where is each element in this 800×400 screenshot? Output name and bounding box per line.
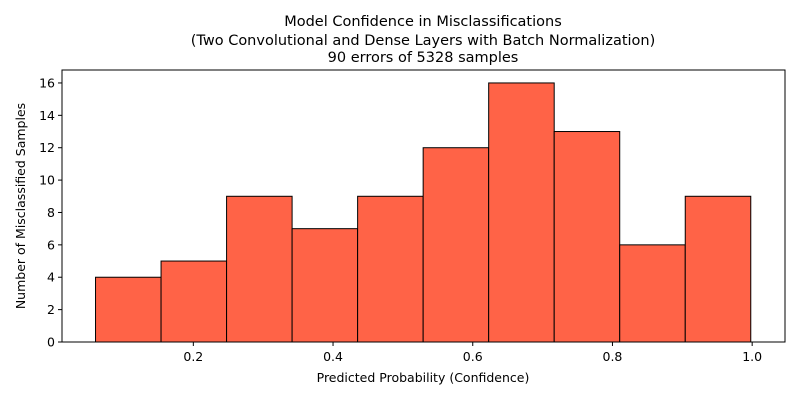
plot-area-frame <box>61 69 786 343</box>
histogram-bar-7 <box>488 82 555 343</box>
x-tick-label: 1.0 <box>742 349 762 364</box>
y-tick-label: 2 <box>47 302 55 317</box>
x-tick-label: 0.4 <box>323 349 343 364</box>
y-tick-label: 6 <box>47 237 55 252</box>
histogram-bar-8 <box>553 131 621 343</box>
x-tick-label: 0.6 <box>463 349 483 364</box>
chart-title-line-1: Model Confidence in Misclassifications <box>284 14 562 30</box>
y-tick-label: 8 <box>47 205 55 220</box>
histogram-bar-9 <box>619 244 686 343</box>
chart-title-line-3: 90 errors of 5328 samples <box>328 50 519 66</box>
histogram-bar-1 <box>95 276 162 343</box>
bars-layer <box>95 82 752 343</box>
y-axis-label: Number of Misclassified Samples <box>13 103 28 309</box>
y-tick-label: 10 <box>39 173 55 188</box>
y-tick-label: 16 <box>39 75 55 90</box>
ticks-layer: 0.2 0.4 0.6 0.8 1.0 0 2 4 6 8 10 12 14 16 <box>39 75 762 364</box>
y-tick-label: 14 <box>39 108 55 123</box>
histogram-bar-10 <box>684 195 752 343</box>
y-tick-label: 0 <box>47 335 55 350</box>
histogram-bar-2 <box>160 260 228 343</box>
histogram-bar-3 <box>226 195 293 343</box>
x-axis-label: Predicted Probability (Confidence) <box>317 370 530 385</box>
histogram-bar-5 <box>357 195 424 343</box>
histogram-bar-4 <box>291 228 359 343</box>
histogram-bar-6 <box>422 147 490 343</box>
y-tick-label: 4 <box>47 270 55 285</box>
chart-title-line-2: (Two Convolutional and Dense Layers with… <box>191 33 656 49</box>
x-tick-label: 0.8 <box>603 349 623 364</box>
x-tick-label: 0.2 <box>183 349 203 364</box>
y-tick-label: 12 <box>39 140 55 155</box>
